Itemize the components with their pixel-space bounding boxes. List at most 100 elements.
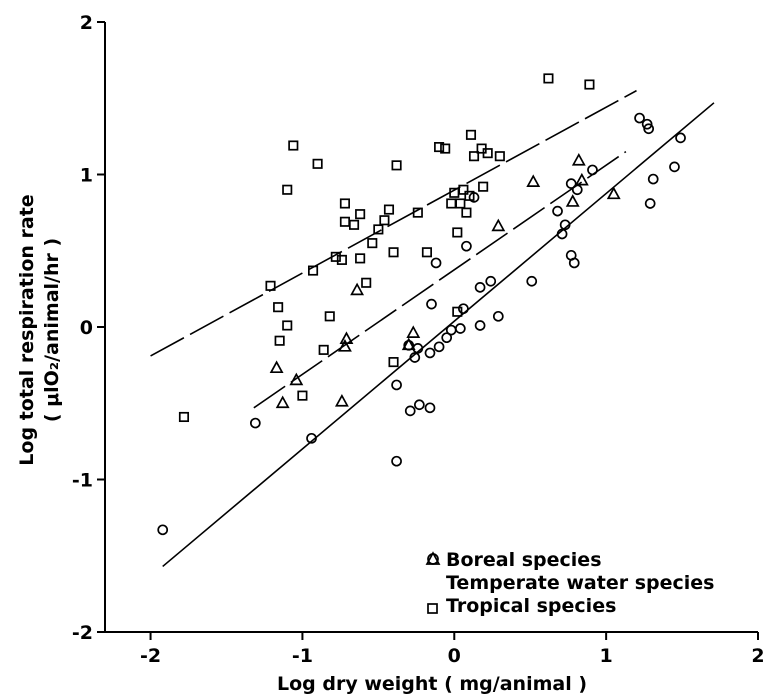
boreal-point	[391, 379, 402, 391]
boreal-point	[556, 228, 568, 240]
boreal-point	[552, 205, 563, 217]
regression-line	[162, 102, 715, 568]
tropical-point	[339, 216, 350, 227]
boreal-point	[430, 257, 442, 269]
temperate-point	[339, 331, 354, 345]
temperate-point	[574, 172, 589, 186]
temperate-point	[571, 153, 586, 166]
temperate-point	[526, 174, 541, 187]
tropical-point	[339, 198, 350, 209]
tropical-point	[265, 280, 276, 291]
data-points	[157, 73, 686, 536]
tropical-point	[367, 238, 378, 249]
tropical-point	[307, 265, 319, 276]
tropical-point	[412, 207, 423, 218]
boreal-point	[526, 275, 538, 287]
temperate-point	[275, 395, 290, 409]
x-tick-label: 1	[600, 645, 613, 667]
temperate-point	[565, 194, 580, 207]
y-tick-label: -2	[72, 622, 93, 644]
tropical-point	[461, 207, 472, 218]
boreal-point	[643, 123, 655, 135]
y-axis-label-line1: Log total respiration rate	[16, 194, 38, 465]
boreal-point	[669, 161, 680, 173]
tropical-point	[388, 247, 399, 258]
tropical-point	[452, 306, 463, 317]
tropical-point	[446, 198, 457, 209]
y-tick-label: 2	[80, 12, 93, 34]
boreal-point	[441, 332, 453, 344]
boreal-point	[474, 320, 486, 331]
tropical-point	[494, 151, 505, 162]
temperate-point	[350, 282, 365, 296]
temperate-point	[338, 339, 352, 352]
boreal-point	[565, 178, 577, 189]
tropical-point	[312, 158, 323, 169]
square-marker-icon	[427, 603, 438, 614]
boreal-point	[571, 184, 583, 196]
y-axis-label: Log total respiration rate ( μlO₂/animal…	[16, 194, 63, 465]
tropical-point	[373, 224, 384, 235]
boreal-point	[404, 405, 416, 417]
temperate-point	[401, 337, 416, 351]
legend-item-tropical: Tropical species	[427, 595, 616, 617]
boreal-point	[458, 303, 469, 315]
boreal-point	[492, 310, 504, 322]
x-tick-label: -1	[292, 645, 313, 667]
regression-line	[253, 150, 627, 409]
boreal-point	[445, 324, 457, 336]
tropical-point	[288, 140, 299, 151]
temperate-point	[406, 325, 421, 338]
boreal-point	[485, 275, 497, 287]
legend-item-temperate: Temperate water species	[425, 551, 714, 594]
tropical-point	[273, 302, 284, 313]
tropical-point	[355, 209, 366, 220]
tropical-point	[455, 198, 466, 209]
temperate-point	[289, 372, 304, 386]
tropical-point	[482, 148, 493, 159]
x-tick-label: 0	[448, 645, 461, 667]
boreal-point	[644, 198, 656, 209]
tropical-point	[383, 204, 395, 215]
tropical-point	[379, 215, 390, 226]
axis-ticks: -2 -1 0 1 2 -2 -1 0 1 2	[72, 12, 763, 667]
tropical-point	[297, 390, 308, 401]
boreal-point	[424, 347, 436, 359]
tropical-point	[330, 251, 341, 262]
tropical-point	[465, 129, 477, 140]
x-axis-label: Log dry weight ( mg/animal )	[277, 673, 587, 695]
boreal-point	[641, 118, 653, 130]
tropical-point	[282, 184, 293, 195]
regression-lines	[150, 89, 715, 568]
boreal-point	[409, 352, 421, 363]
boreal-point	[675, 132, 686, 144]
temperate-point	[269, 360, 284, 374]
tropical-point	[391, 160, 402, 171]
boreal-point	[306, 432, 317, 444]
temperate-point	[491, 218, 506, 232]
boreal-point	[249, 417, 261, 429]
tropical-point	[388, 357, 399, 368]
x-tick-label: 2	[751, 645, 763, 667]
legend-item-boreal: Boreal species	[427, 549, 602, 571]
regression-line	[150, 89, 637, 357]
legend-label-tropical: Tropical species	[446, 595, 616, 617]
boreal-point	[426, 298, 437, 310]
boreal-point	[559, 219, 571, 231]
tropical-point	[478, 181, 489, 192]
y-tick-label: -1	[72, 470, 93, 492]
tropical-point	[434, 142, 445, 153]
boreal-point	[634, 112, 645, 124]
triangle-marker-icon	[425, 551, 441, 565]
tropical-point	[324, 311, 335, 322]
tropical-point	[282, 320, 293, 331]
tropical-point	[543, 73, 554, 84]
boreal-point	[474, 282, 486, 293]
tropical-point	[349, 219, 360, 230]
boreal-point	[647, 173, 659, 185]
temperate-point	[334, 393, 349, 407]
y-tick-label: 0	[80, 317, 93, 339]
tropical-point	[178, 411, 190, 423]
tropical-point	[318, 344, 329, 355]
